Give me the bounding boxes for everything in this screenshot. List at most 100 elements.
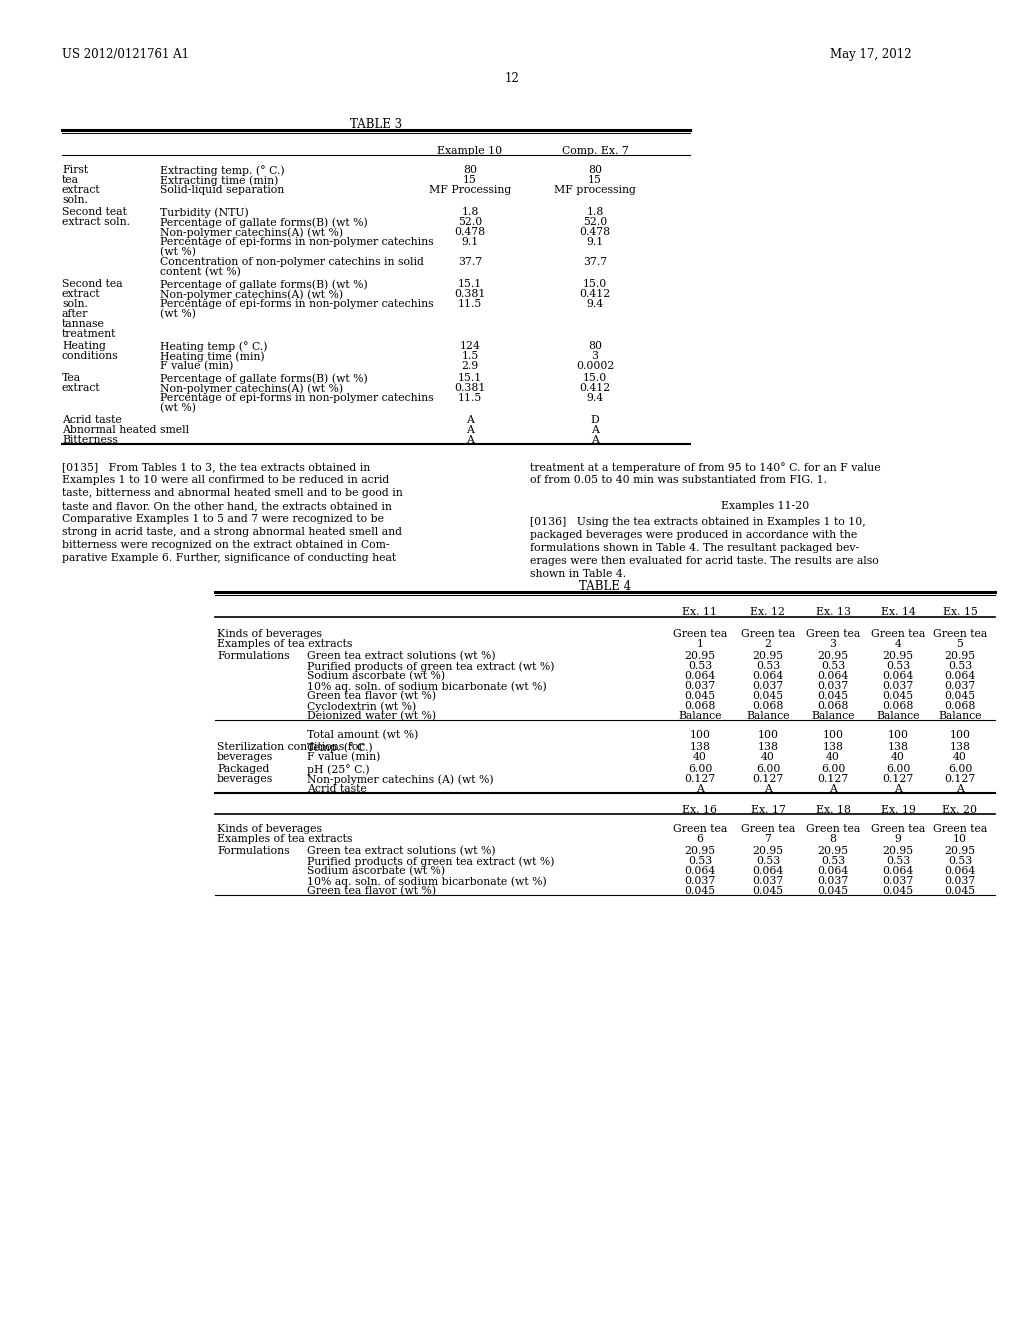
Text: 37.7: 37.7	[458, 257, 482, 267]
Text: 0.412: 0.412	[580, 383, 610, 393]
Text: extract: extract	[62, 383, 100, 393]
Text: Formulations: Formulations	[217, 846, 290, 855]
Text: 0.045: 0.045	[684, 690, 716, 701]
Text: 4: 4	[895, 639, 901, 649]
Text: 0.478: 0.478	[455, 227, 485, 238]
Text: extract soln.: extract soln.	[62, 216, 130, 227]
Text: Extracting temp. (° C.): Extracting temp. (° C.)	[160, 165, 285, 176]
Text: 0.064: 0.064	[944, 866, 976, 876]
Text: erages were then evaluated for acrid taste. The results are also: erages were then evaluated for acrid tas…	[530, 556, 879, 566]
Text: 0.037: 0.037	[944, 681, 976, 690]
Text: 1.8: 1.8	[462, 207, 478, 216]
Text: Abnormal heated smell: Abnormal heated smell	[62, 425, 189, 436]
Text: 3: 3	[592, 351, 598, 360]
Text: Balance: Balance	[938, 711, 982, 721]
Text: 0.064: 0.064	[883, 866, 913, 876]
Text: after: after	[62, 309, 88, 319]
Text: 9.4: 9.4	[587, 300, 603, 309]
Text: Cyclodextrin (wt %): Cyclodextrin (wt %)	[307, 701, 416, 711]
Text: Green tea: Green tea	[741, 824, 795, 834]
Text: 0.045: 0.045	[753, 886, 783, 896]
Text: 0.037: 0.037	[817, 876, 849, 886]
Text: A: A	[591, 436, 599, 445]
Text: 0.064: 0.064	[753, 671, 783, 681]
Text: [0136]   Using the tea extracts obtained in Examples 1 to 10,: [0136] Using the tea extracts obtained i…	[530, 517, 865, 527]
Text: 0.037: 0.037	[944, 876, 976, 886]
Text: 0.53: 0.53	[886, 855, 910, 866]
Text: 20.95: 20.95	[684, 846, 716, 855]
Text: 9: 9	[895, 834, 901, 843]
Text: 10: 10	[953, 834, 967, 843]
Text: 100: 100	[949, 730, 971, 741]
Text: Acrid taste: Acrid taste	[62, 414, 122, 425]
Text: extract: extract	[62, 289, 100, 300]
Text: 138: 138	[758, 742, 778, 752]
Text: TABLE 3: TABLE 3	[350, 117, 402, 131]
Text: A: A	[696, 784, 703, 795]
Text: 80: 80	[463, 165, 477, 176]
Text: 20.95: 20.95	[944, 846, 976, 855]
Text: 0.127: 0.127	[753, 774, 783, 784]
Text: 7: 7	[765, 834, 771, 843]
Text: Non-polymer catechins(A) (wt %): Non-polymer catechins(A) (wt %)	[160, 227, 343, 238]
Text: extract: extract	[62, 185, 100, 195]
Text: 1: 1	[696, 639, 703, 649]
Text: Kinds of beverages: Kinds of beverages	[217, 824, 322, 834]
Text: 6.00: 6.00	[948, 764, 972, 774]
Text: Examples of tea extracts: Examples of tea extracts	[217, 834, 352, 843]
Text: 3: 3	[829, 639, 837, 649]
Text: taste, bitterness and abnormal heated smell and to be good in: taste, bitterness and abnormal heated sm…	[62, 488, 402, 498]
Text: TABLE 4: TABLE 4	[579, 579, 631, 593]
Text: 0.037: 0.037	[883, 681, 913, 690]
Text: 0.478: 0.478	[580, 227, 610, 238]
Text: 20.95: 20.95	[817, 846, 849, 855]
Text: Comparative Examples 1 to 5 and 7 were recognized to be: Comparative Examples 1 to 5 and 7 were r…	[62, 513, 384, 524]
Text: Heating time (min): Heating time (min)	[160, 351, 264, 362]
Text: 138: 138	[949, 742, 971, 752]
Text: Temp. (° C.): Temp. (° C.)	[307, 742, 373, 752]
Text: Percentage of epi-forms in non-polymer catechins: Percentage of epi-forms in non-polymer c…	[160, 393, 433, 403]
Text: 0.037: 0.037	[684, 681, 716, 690]
Text: F value (min): F value (min)	[160, 360, 233, 371]
Text: Green tea: Green tea	[806, 630, 860, 639]
Text: A: A	[466, 436, 474, 445]
Text: Examples of tea extracts: Examples of tea extracts	[217, 639, 352, 649]
Text: 11.5: 11.5	[458, 393, 482, 403]
Text: (wt %): (wt %)	[160, 309, 196, 319]
Text: Green tea flavor (wt %): Green tea flavor (wt %)	[307, 886, 436, 896]
Text: 6.00: 6.00	[821, 764, 845, 774]
Text: Examples 11-20: Examples 11-20	[721, 502, 809, 511]
Text: Green tea: Green tea	[933, 824, 987, 834]
Text: 0.53: 0.53	[688, 855, 712, 866]
Text: of from 0.05 to 40 min was substantiated from FIG. 1.: of from 0.05 to 40 min was substantiated…	[530, 475, 827, 484]
Text: Sodium ascorbate (wt %): Sodium ascorbate (wt %)	[307, 866, 445, 876]
Text: Ex. 13: Ex. 13	[815, 607, 851, 616]
Text: 0.045: 0.045	[944, 690, 976, 701]
Text: 10% aq. soln. of sodium bicarbonate (wt %): 10% aq. soln. of sodium bicarbonate (wt …	[307, 876, 547, 887]
Text: 40: 40	[891, 752, 905, 762]
Text: 0.53: 0.53	[688, 661, 712, 671]
Text: 0.381: 0.381	[455, 383, 485, 393]
Text: First: First	[62, 165, 88, 176]
Text: 138: 138	[888, 742, 908, 752]
Text: D: D	[591, 414, 599, 425]
Text: Total amount (wt %): Total amount (wt %)	[307, 730, 419, 741]
Text: 0.412: 0.412	[580, 289, 610, 300]
Text: Ex. 11: Ex. 11	[683, 607, 718, 616]
Text: Ex. 12: Ex. 12	[751, 607, 785, 616]
Text: 2.9: 2.9	[462, 360, 478, 371]
Text: May 17, 2012: May 17, 2012	[830, 48, 911, 61]
Text: F value (min): F value (min)	[307, 752, 380, 763]
Text: Ex. 14: Ex. 14	[881, 607, 915, 616]
Text: 138: 138	[822, 742, 844, 752]
Text: beverages: beverages	[217, 752, 273, 762]
Text: parative Example 6. Further, significance of conducting heat: parative Example 6. Further, significanc…	[62, 553, 396, 564]
Text: Purified products of green tea extract (wt %): Purified products of green tea extract (…	[307, 661, 555, 672]
Text: 6.00: 6.00	[688, 764, 712, 774]
Text: 0.068: 0.068	[944, 701, 976, 711]
Text: 0.064: 0.064	[684, 866, 716, 876]
Text: Comp. Ex. 7: Comp. Ex. 7	[561, 147, 629, 156]
Text: Green tea extract solutions (wt %): Green tea extract solutions (wt %)	[307, 651, 496, 661]
Text: 0.045: 0.045	[817, 886, 849, 896]
Text: 0.068: 0.068	[817, 701, 849, 711]
